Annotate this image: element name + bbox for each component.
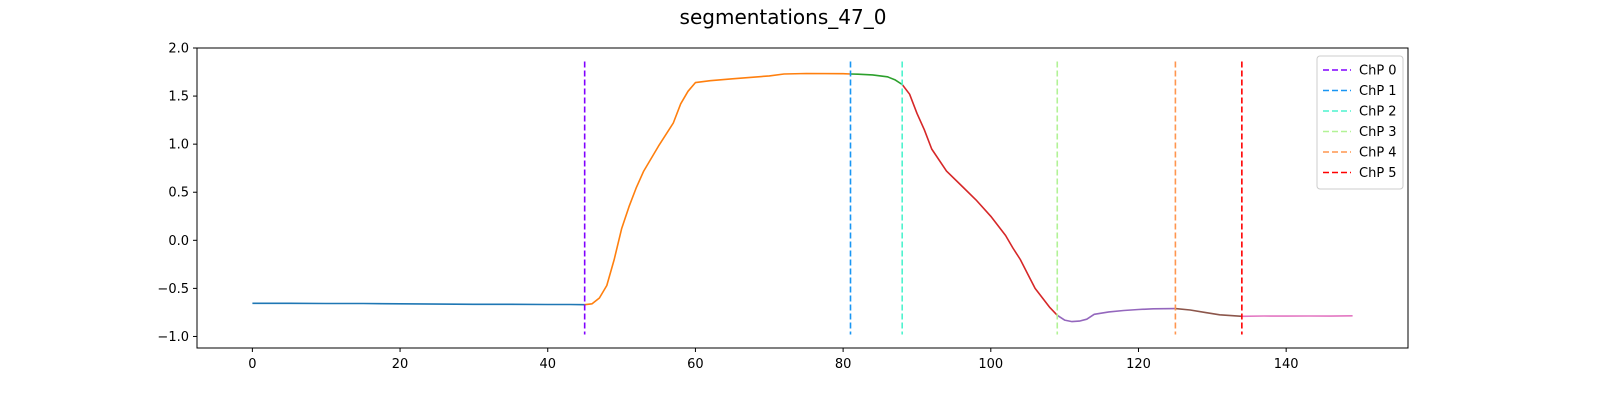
x-tick-label: 40	[539, 357, 556, 372]
y-tick-label: −1.0	[157, 330, 189, 345]
x-tick-label: 100	[978, 357, 1003, 372]
x-tick-label: 20	[392, 357, 409, 372]
y-tick-label: 1.5	[168, 90, 189, 105]
legend-label: ChP 5	[1359, 166, 1397, 181]
legend-label: ChP 0	[1359, 64, 1397, 79]
series-segment-2	[850, 73, 903, 86]
y-tick-label: 0.5	[168, 186, 189, 201]
legend-label: ChP 2	[1359, 105, 1397, 120]
plot-frame	[196, 47, 1409, 349]
y-tick-label: −0.5	[157, 282, 189, 297]
chart-title: segmentations_47_0	[680, 5, 887, 29]
series-segment-1	[584, 72, 851, 306]
legend: ChP 0 ChP 1 ChP 2 ChP 3 ChP 4 ChP 5	[1316, 55, 1404, 190]
x-tick-label: 140	[1274, 357, 1299, 372]
x-axis: 0 20 40 60 80 100 120 140	[248, 348, 1299, 372]
series-segment-6	[1241, 315, 1353, 318]
x-tick-label: 80	[835, 357, 852, 372]
y-tick-label: 0.0	[168, 234, 189, 249]
plot-area	[252, 61, 1353, 335]
y-tick-label: 1.0	[168, 138, 189, 153]
x-tick-label: 120	[1126, 357, 1151, 372]
series-segment-0	[252, 302, 585, 306]
x-tick-label: 60	[687, 357, 704, 372]
legend-label: ChP 1	[1359, 84, 1397, 99]
legend-label: ChP 4	[1359, 146, 1397, 161]
y-tick-label: 2.0	[168, 42, 189, 57]
legend-box	[1316, 55, 1404, 190]
series-segment-3	[901, 84, 1058, 316]
legend-label: ChP 3	[1359, 125, 1397, 140]
series-segment-4	[1056, 307, 1176, 323]
series-segment-5	[1175, 307, 1242, 318]
y-axis: −1.0 −0.5 0.0 0.5 1.0 1.5 2.0	[157, 42, 197, 345]
x-tick-label: 0	[248, 357, 256, 372]
